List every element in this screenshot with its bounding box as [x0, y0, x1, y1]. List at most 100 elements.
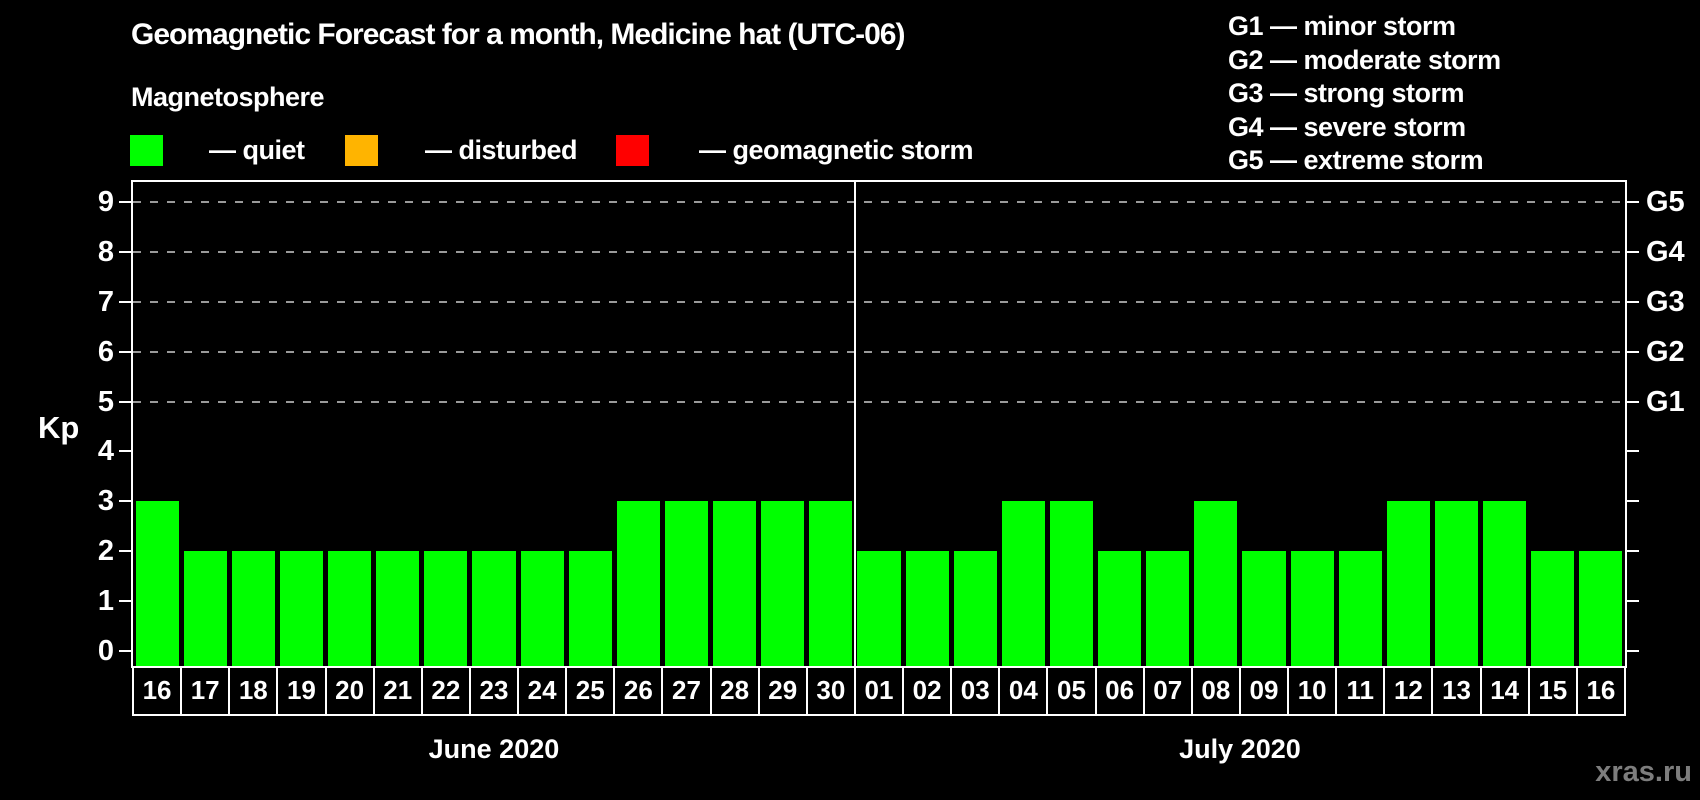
y-tick-right — [1627, 350, 1639, 353]
legend-label-geomagnetic-storm: — geomagnetic storm — [699, 134, 974, 165]
month-divider-line — [853, 182, 856, 666]
date-cell: 18 — [228, 666, 279, 716]
magnetosphere-subtitle: Magnetosphere — [131, 82, 325, 112]
y-tick-label: 5 — [97, 385, 114, 418]
y-tick-left — [119, 200, 131, 203]
kp-bar — [424, 551, 468, 666]
date-cell: 02 — [902, 666, 953, 716]
right-axis-label-g4: G4 — [1646, 235, 1685, 268]
date-cell: 07 — [1142, 666, 1193, 716]
date-cell: 29 — [757, 666, 808, 716]
y-tick-right — [1627, 300, 1639, 303]
kp-bar — [1579, 551, 1623, 666]
kp-bar — [328, 551, 372, 666]
date-cell: 23 — [468, 666, 520, 716]
g-scale-line-g2: G2 — moderate storm — [1228, 44, 1501, 75]
legend-item-disturbed: — disturbed — [345, 134, 578, 166]
kp-bar — [953, 551, 997, 666]
kp-bar — [1098, 551, 1142, 666]
date-cell: 13 — [1431, 666, 1482, 716]
g-scale-line-g4: G4 — severe storm — [1228, 111, 1466, 142]
y-tick-label: 8 — [97, 235, 114, 268]
date-cell: 10 — [1287, 666, 1338, 716]
kp-bar — [183, 551, 227, 666]
date-cell: 12 — [1383, 666, 1434, 716]
date-cell: 01 — [853, 666, 905, 716]
kp-bar — [376, 551, 420, 666]
date-cell: 24 — [517, 666, 568, 716]
y-tick-left — [119, 600, 131, 603]
y-tick-label: 3 — [97, 485, 114, 518]
kp-bar — [809, 501, 853, 666]
y-tick-label: 9 — [97, 185, 114, 218]
right-axis-label-g5: G5 — [1646, 185, 1685, 218]
kp-bar — [664, 501, 709, 666]
date-cell: 30 — [805, 666, 856, 716]
kp-bar — [472, 551, 516, 666]
watermark: xras.ru — [1595, 756, 1692, 788]
kp-bar — [1146, 551, 1190, 666]
legend-item-geomagnetic-storm: — geomagnetic storm — [616, 134, 974, 166]
y-tick-left — [119, 350, 131, 353]
geomagnetic-storm-color-swatch — [616, 134, 649, 166]
kp-bar — [1483, 501, 1527, 666]
y-tick-left — [119, 550, 131, 553]
date-cell: 04 — [998, 666, 1049, 716]
y-tick-right — [1627, 500, 1639, 503]
y-tick-left — [119, 450, 131, 453]
date-cell: 14 — [1479, 666, 1530, 716]
disturbed-color-swatch — [345, 134, 378, 166]
date-cell: 22 — [420, 666, 471, 716]
y-tick-right — [1627, 250, 1639, 253]
date-cell: 15 — [1527, 666, 1578, 716]
kp-bar — [1001, 501, 1045, 666]
grid-line-kp7 — [133, 300, 1625, 303]
date-cell: 27 — [661, 666, 712, 716]
kp-bar — [279, 551, 323, 666]
kp-bar — [1531, 551, 1575, 666]
date-cell: 11 — [1335, 666, 1386, 716]
kp-bar — [231, 551, 275, 666]
legend-label-disturbed: — disturbed — [425, 134, 578, 165]
kp-bar — [905, 551, 949, 666]
y-tick-label: 7 — [97, 285, 114, 318]
date-cell: 16 — [132, 666, 183, 716]
y-tick-right — [1627, 200, 1639, 203]
month-label: July 2020 — [1179, 734, 1301, 764]
g-scale-line-g1: G1 — minor storm — [1228, 11, 1456, 41]
date-cell: 21 — [372, 666, 423, 716]
y-tick-left — [119, 650, 131, 652]
date-cell: 03 — [950, 666, 1001, 716]
g-scale-line-g3: G3 — strong storm — [1228, 78, 1465, 108]
date-cell: 17 — [180, 666, 231, 716]
date-cell: 19 — [276, 666, 327, 716]
kp-bar — [761, 501, 805, 666]
y-tick-label: 0 — [97, 635, 114, 667]
quiet-color-swatch — [130, 134, 163, 166]
y-tick-left — [119, 300, 131, 303]
kp-bar — [520, 551, 564, 666]
y-tick-right — [1627, 550, 1639, 553]
y-axis-title-kp: Kp — [38, 410, 80, 445]
kp-bar — [1290, 551, 1334, 666]
y-tick-left — [119, 250, 131, 253]
date-cell: 28 — [709, 666, 760, 716]
y-tick-right — [1627, 650, 1639, 652]
date-cell: 25 — [565, 666, 616, 716]
kp-bar — [616, 501, 660, 666]
y-tick-right — [1627, 450, 1639, 453]
g-scale-line-g5: G5 — extreme storm — [1228, 145, 1484, 175]
kp-bar — [568, 551, 612, 666]
right-axis-label-g3: G3 — [1646, 285, 1685, 318]
date-cell: 06 — [1094, 666, 1145, 716]
legend-label-quiet: — quiet — [209, 134, 305, 165]
kp-bar — [857, 551, 901, 666]
kp-bar — [1242, 551, 1286, 666]
grid-line-kp8 — [133, 250, 1625, 253]
y-tick-label: 6 — [97, 335, 114, 368]
y-tick-left — [119, 500, 131, 503]
y-tick-label: 4 — [97, 435, 114, 468]
grid-line-kp5 — [133, 400, 1625, 403]
date-cell: 16 — [1575, 666, 1626, 716]
